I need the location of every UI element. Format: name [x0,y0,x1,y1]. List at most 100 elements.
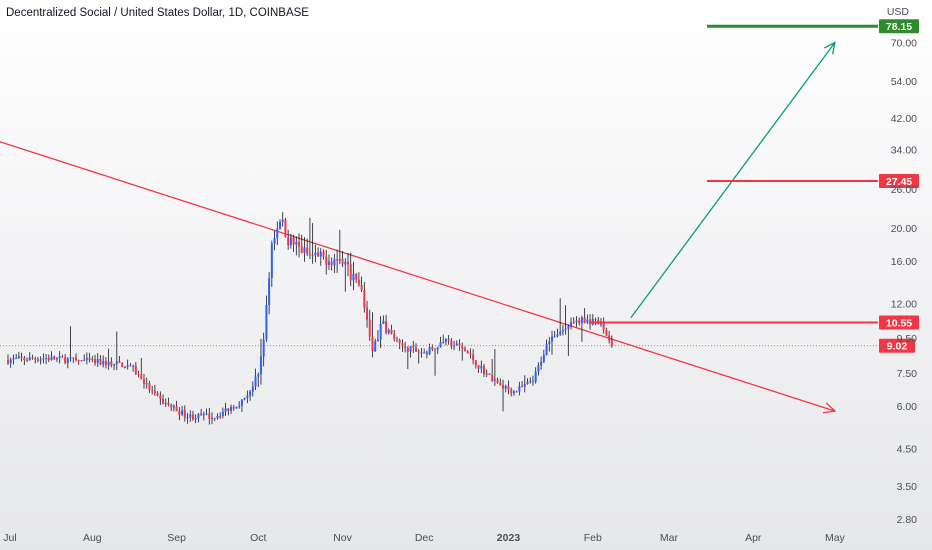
candle-body [333,259,336,266]
candle [102,355,105,368]
candle-body [608,335,611,341]
candle-body [330,261,333,266]
axes: Jul Aug Sep Oct Nov Dec 2023 Feb Mar Apr May USD 70.… [3,6,917,544]
candle [26,357,29,363]
candle [268,271,271,315]
candle [564,305,567,335]
candle [137,370,140,378]
x-tick-label: Feb [584,532,602,544]
candle-body [34,358,37,360]
candle-body [243,398,246,400]
candle [31,354,34,360]
candle-body [113,364,116,366]
candle [521,380,524,388]
price-level-tag [879,315,919,330]
candle-body [292,237,295,245]
candle-body [379,323,382,340]
candle [211,412,213,425]
candle [325,249,328,275]
candle [284,217,287,238]
candle [412,340,415,354]
trendline-layer [0,41,837,414]
candle-body [472,354,475,361]
candle [409,346,412,358]
candle-body [450,340,453,347]
candle-body [80,360,83,362]
candle-body [319,251,322,257]
candle [610,335,613,348]
candle-body [172,406,175,408]
candle-body [31,357,34,359]
candle [570,317,573,330]
candle [200,408,203,416]
candle-body [488,373,491,375]
candle-body [211,417,213,419]
candle [151,385,154,395]
candle-body [368,319,371,337]
candle-body [390,329,393,334]
candle-body [145,383,148,385]
candle-body [404,346,407,348]
candle-body [270,243,273,279]
candle [153,384,156,396]
candle [265,295,268,342]
candle [453,340,456,351]
candle-body [224,408,227,412]
candle [262,332,265,367]
candle-body [548,341,551,344]
candle-body [156,393,159,396]
candle [491,359,494,383]
candle-body [594,319,597,321]
candle-body [126,365,129,367]
candle-body [104,360,107,366]
candle-body [483,366,485,375]
candle [259,338,262,385]
y-tick-label: 26.00 [891,184,917,196]
candle [567,324,570,357]
candle [371,312,374,358]
candle-body [406,347,409,352]
candle [379,316,382,349]
candle [53,355,56,360]
candle [551,330,553,355]
candle-body [61,356,64,358]
candle-body [276,228,279,239]
candle-body [167,402,170,405]
candle [281,212,284,227]
candle-body [610,340,613,347]
candle-body [605,329,608,336]
candle-body [181,410,184,415]
candle [12,354,15,365]
candle [39,356,42,365]
x-tick-label: Dec [415,532,434,544]
x-tick-label: May [825,532,846,544]
price-level-value: 27.45 [886,176,912,188]
candle-body [66,358,69,363]
candle-body [251,386,254,392]
candle-body [257,374,260,377]
candle-body [447,339,450,341]
candle-body [55,358,58,360]
candle-body [159,395,162,400]
candle-body [298,242,301,247]
candle [308,217,311,260]
candle-body [425,352,428,355]
candle-body [559,331,562,335]
candle-body [216,415,219,419]
candle [322,249,325,260]
y-tick-label: 42.00 [891,113,917,125]
candle-body [512,391,515,394]
candle [458,339,461,351]
candle [66,357,69,369]
candle [472,349,475,365]
candle [314,244,317,263]
candle-body [129,365,132,367]
candle [529,377,532,384]
candle [7,354,9,365]
candle-body [205,413,208,415]
candle-body [477,365,480,369]
candle-body [602,323,605,330]
candle [221,407,224,419]
candle [219,412,222,419]
